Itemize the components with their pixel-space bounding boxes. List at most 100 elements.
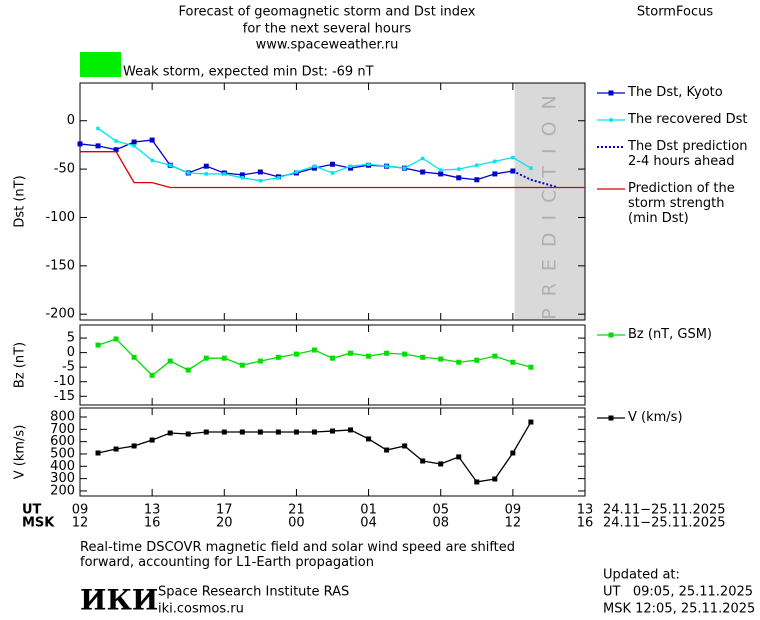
data-point xyxy=(438,168,443,172)
data-point xyxy=(456,175,462,181)
data-point xyxy=(113,446,119,452)
data-point xyxy=(330,161,335,167)
legend-marker xyxy=(609,118,613,122)
data-point xyxy=(420,169,426,175)
series-line xyxy=(512,170,559,189)
data-point xyxy=(150,158,154,163)
legend-entry: The recovered Dst xyxy=(628,112,748,127)
institute: Space Research Institute RAS xyxy=(158,585,349,600)
data-point xyxy=(240,176,245,180)
series-line xyxy=(80,151,585,189)
data-point xyxy=(239,362,245,368)
data-point xyxy=(366,353,372,359)
data-point xyxy=(149,437,155,443)
data-point xyxy=(510,359,516,365)
data-point xyxy=(475,163,479,167)
data-point xyxy=(438,461,444,467)
data-point xyxy=(528,419,534,425)
data-point xyxy=(167,430,173,436)
data-point xyxy=(384,164,389,168)
data-point xyxy=(348,350,354,356)
series-line xyxy=(97,338,532,377)
x-tick-label: 16 xyxy=(144,516,161,531)
plot-frame xyxy=(79,82,586,321)
data-point xyxy=(438,356,444,362)
data-point xyxy=(257,169,263,175)
data-point xyxy=(95,450,101,456)
data-point xyxy=(457,167,461,171)
note: Real-time DSCOVR magnetic field and sola… xyxy=(80,540,516,570)
data-point xyxy=(131,354,137,360)
site: iki.cosmos.ru xyxy=(158,602,244,617)
data-point xyxy=(420,458,426,464)
data-point xyxy=(132,144,136,148)
y-axis-label: V (km/s) xyxy=(13,425,28,480)
data-point xyxy=(384,447,390,453)
data-point xyxy=(257,358,263,364)
data-point xyxy=(492,353,498,359)
data-point xyxy=(113,147,119,153)
y-tick-label: -50 xyxy=(54,162,75,177)
data-point xyxy=(185,431,191,437)
data-point xyxy=(456,454,462,460)
data-point xyxy=(492,476,498,482)
data-point xyxy=(493,159,497,164)
plot-frame xyxy=(79,407,586,497)
x-tick-label: 01 xyxy=(360,503,377,518)
data-point xyxy=(149,372,155,378)
data-point xyxy=(95,143,101,149)
data-point xyxy=(348,164,353,168)
data-point xyxy=(293,429,299,435)
x-tick-label: 05 xyxy=(432,503,449,518)
data-point xyxy=(402,166,407,170)
data-point xyxy=(77,141,83,147)
status-swatch xyxy=(80,52,121,77)
data-point xyxy=(185,367,191,373)
data-point xyxy=(203,163,209,169)
data-point xyxy=(438,171,444,177)
url: www.spaceweather.ru xyxy=(256,38,399,53)
data-point xyxy=(330,171,335,175)
data-point xyxy=(511,155,515,160)
data-point xyxy=(348,165,354,171)
y-tick-label: 800 xyxy=(50,409,75,424)
data-point xyxy=(420,354,426,360)
data-point xyxy=(402,351,408,357)
title: Forecast of geomagnetic storm and Dst in… xyxy=(178,5,475,20)
y-tick-label: -10 xyxy=(54,374,75,389)
x-tick-label: 12 xyxy=(72,516,89,531)
data-point xyxy=(258,178,263,183)
data-point xyxy=(402,443,408,449)
status: Weak storm, expected min Dst: -69 nT xyxy=(123,65,374,80)
data-point xyxy=(95,342,101,348)
data-point xyxy=(275,354,281,360)
data-point xyxy=(330,428,335,434)
x-row-name: UT xyxy=(22,503,42,518)
data-point xyxy=(239,429,245,435)
data-point xyxy=(276,176,281,180)
y-tick-label: -200 xyxy=(45,307,75,322)
data-point xyxy=(456,359,462,365)
updated: Updated at: xyxy=(603,568,680,583)
data-point xyxy=(384,350,390,356)
subtitle: for the next several hours xyxy=(243,22,412,37)
x-tick-label: 09 xyxy=(72,503,89,518)
data-point xyxy=(257,429,263,435)
x-tick-label: 21 xyxy=(288,503,305,518)
y-tick-label: -100 xyxy=(45,210,75,225)
data-point xyxy=(528,364,534,370)
data-point xyxy=(529,166,533,170)
data-point xyxy=(366,162,371,167)
legend-entry: V (km/s) xyxy=(628,410,683,425)
data-point xyxy=(131,139,137,145)
x-tick-label: 00 xyxy=(288,516,305,531)
data-point xyxy=(222,172,227,176)
data-point xyxy=(330,355,335,361)
data-point xyxy=(96,126,100,131)
data-point xyxy=(168,163,172,167)
data-point xyxy=(221,355,227,361)
data-point xyxy=(311,165,317,171)
updated-ut: UT 09:05, 25.11.2025 xyxy=(603,585,753,600)
